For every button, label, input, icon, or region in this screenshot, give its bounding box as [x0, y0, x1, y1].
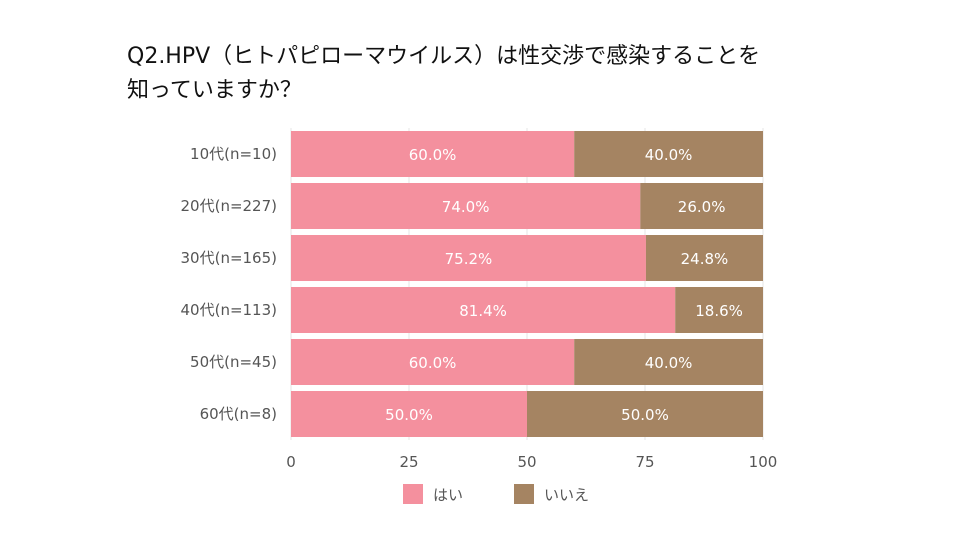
data-label: 60.0%: [409, 354, 457, 372]
bar-segment-yes: [291, 183, 641, 229]
data-label: 26.0%: [678, 198, 726, 216]
category-label: 60代(n=8): [200, 405, 277, 423]
bar-segment-yes: [291, 131, 575, 177]
data-label: 50.0%: [385, 406, 433, 424]
x-tick-label: 50: [517, 453, 536, 471]
bar-segment-no: [574, 131, 763, 177]
legend-label: はい: [433, 486, 463, 504]
bar-segment-yes: [291, 339, 575, 385]
x-tick-label: 0: [286, 453, 296, 471]
data-label: 60.0%: [409, 146, 457, 164]
legend-swatch-no: [514, 484, 534, 504]
bar-segment-no: [640, 183, 763, 229]
bar-segment-yes: [291, 235, 646, 281]
data-label: 74.0%: [442, 198, 490, 216]
category-label: 20代(n=227): [181, 197, 278, 215]
data-label: 18.6%: [695, 302, 743, 320]
data-label: 40.0%: [645, 354, 693, 372]
data-label: 50.0%: [621, 406, 669, 424]
bar-segment-no: [527, 391, 763, 437]
category-label: 30代(n=165): [181, 249, 278, 267]
legend-swatch-yes: [403, 484, 423, 504]
x-tick-label: 25: [399, 453, 418, 471]
bar-segment-no: [645, 235, 763, 281]
data-label: 24.8%: [681, 250, 729, 268]
bar-segment-no: [574, 339, 763, 385]
bar-segment-no: [675, 287, 763, 333]
category-label: 40代(n=113): [181, 301, 278, 319]
x-tick-label: 100: [749, 453, 778, 471]
bar-segment-yes: [291, 391, 527, 437]
data-label: 81.4%: [459, 302, 507, 320]
legend-label: いいえ: [544, 486, 589, 504]
data-label: 40.0%: [645, 146, 693, 164]
category-label: 10代(n=10): [190, 145, 277, 163]
chart-title: Q2.HPV（ヒトパピローマウイルス）は性交渉で感染することを 知っていますか？: [127, 44, 761, 103]
x-tick-label: 75: [635, 453, 654, 471]
bar-segment-yes: [291, 287, 676, 333]
category-label: 50代(n=45): [190, 353, 277, 371]
data-label: 75.2%: [445, 250, 493, 268]
